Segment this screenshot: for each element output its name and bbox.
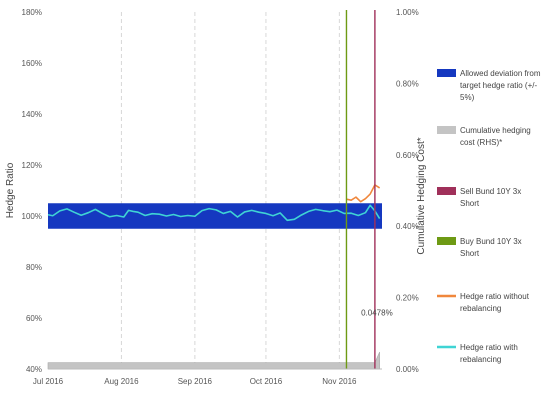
y-axis-title: Hedge Ratio [5,162,16,218]
y2-tick-label: 0.40% [396,222,419,231]
x-tick-label: Sep 2016 [178,377,213,386]
x-tick-label: Jul 2016 [33,377,64,386]
tolerance-band [48,203,382,229]
legend-label: Sell Bund 10Y 3x Short [460,187,521,208]
legend-label: Hedge ratio without rebalancing [460,292,530,313]
y-tick-label: 60% [26,314,42,323]
y-tick-label: 100% [22,212,42,221]
hedging-cost-value-label: 0.0478% [361,308,393,317]
annotations: 0.0478% [361,308,393,317]
y2-axis-title: Cumulative Hedging Cost* [416,137,427,254]
x-tick-label: Aug 2016 [104,377,139,386]
hedging-cost-area-fill [47,351,380,370]
y-tick-label: 180% [22,8,42,17]
axes: 40%60%80%100%120%140%160%180%0.00%0.20%0… [5,8,427,386]
y-tick-label: 120% [22,161,42,170]
y2-tick-label: 1.00% [396,8,419,17]
deviation-band [48,203,382,229]
series-lines [47,184,381,222]
y2-tick-label: 0.00% [396,365,419,374]
legend-swatch [437,69,456,77]
y2-tick-label: 0.20% [396,294,419,303]
hedge-ratio-without-rebalancing-line [346,184,381,203]
trade-markers [345,10,376,369]
y-tick-label: 80% [26,263,42,272]
legend-swatch [437,187,456,195]
y-tick-label: 160% [22,59,42,68]
legend-label: Hedge ratio with rebalancing [460,343,518,364]
legend-label: Cumulative hedging cost (RHS)* [460,126,531,147]
y-tick-label: 40% [26,365,42,374]
hedging-cost-area [47,351,380,370]
legend-label: Allowed deviation from target hedge ratio… [460,69,541,102]
grid-lines [120,12,340,369]
legend: Allowed deviation from target hedge ratio… [437,69,541,364]
y2-tick-label: 0.80% [396,79,419,88]
y-tick-label: 140% [22,110,42,119]
x-tick-label: Oct 2016 [250,377,283,386]
legend-swatch [437,237,456,245]
y2-tick-label: 0.60% [396,151,419,160]
hedge-ratio-with-rebalancing-line [47,204,381,222]
legend-swatch [437,126,456,134]
legend-label: Buy Bund 10Y 3x Short [460,237,522,258]
x-tick-label: Nov 2016 [322,377,357,386]
